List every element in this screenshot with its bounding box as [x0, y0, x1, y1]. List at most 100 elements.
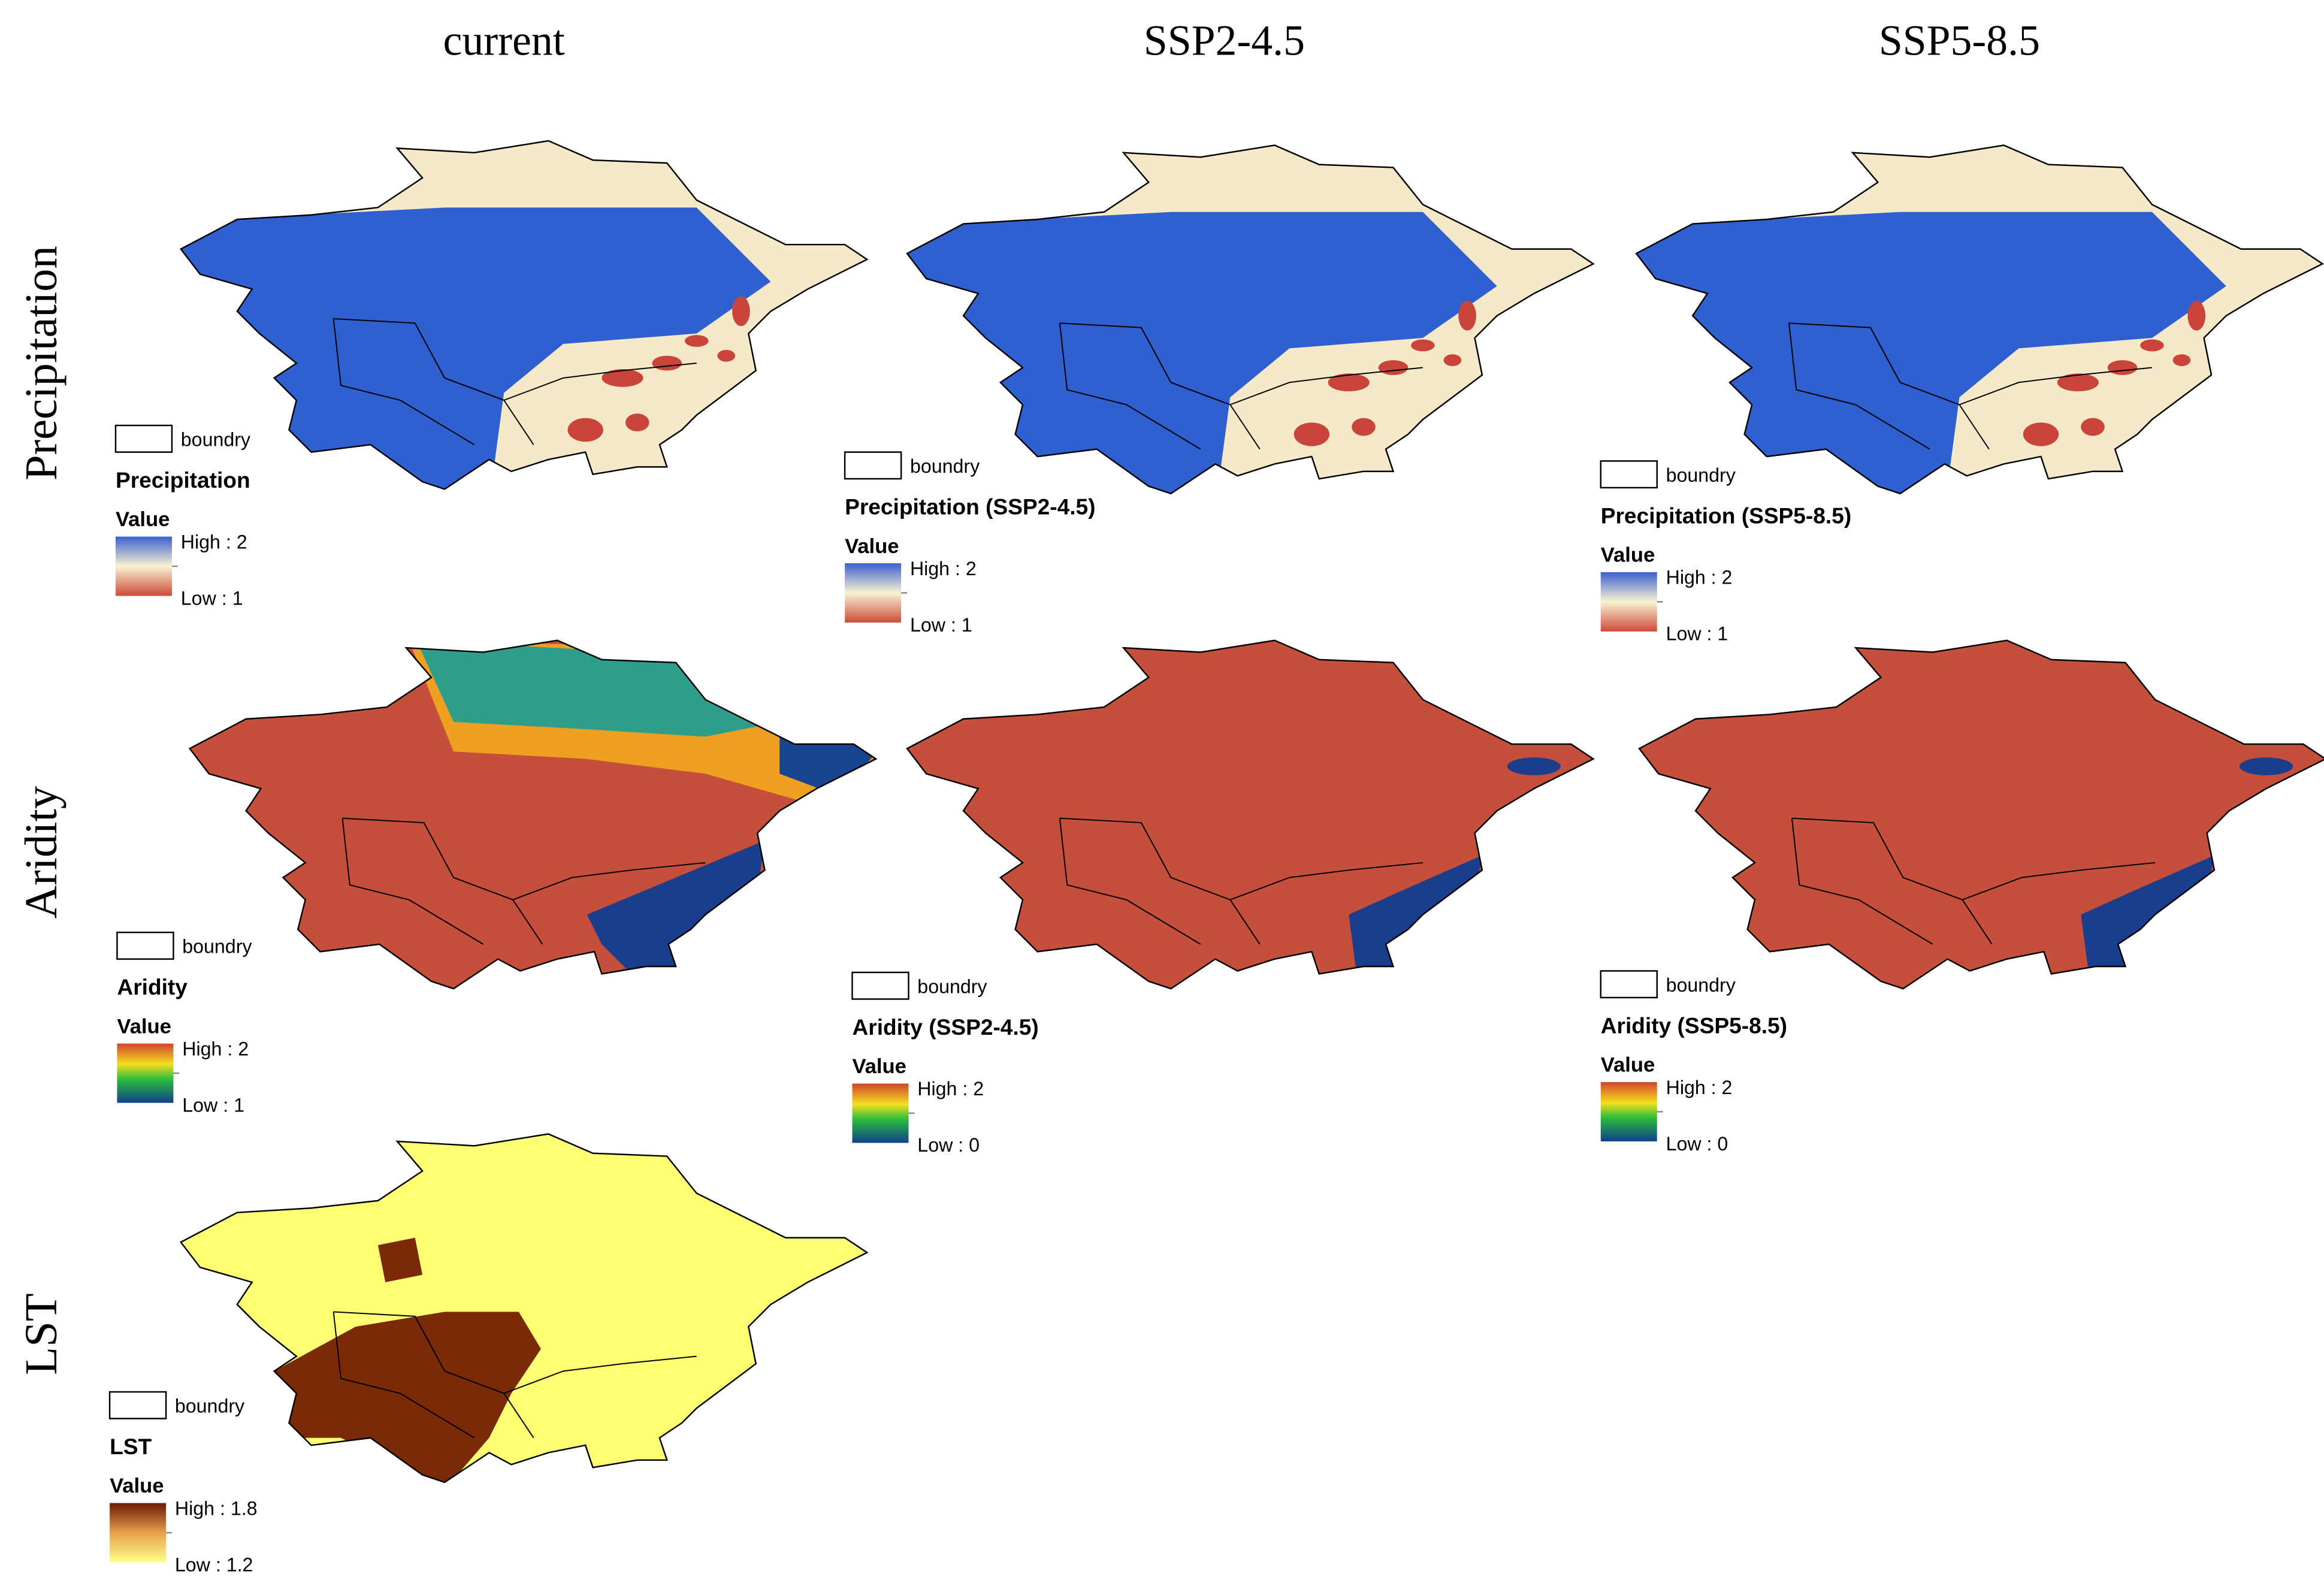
legend: boundry Aridity (SSP2-4.5) Value High : 2 Lo… [851, 971, 1039, 1156]
legend: boundry Precipitation (SSP5-8.5) Value High… [1600, 460, 1851, 645]
high-label: High : 2 [910, 558, 977, 579]
dry-patch [567, 418, 603, 442]
color-ramp [115, 536, 172, 596]
column-header: current [443, 17, 565, 65]
legend-title: LST [110, 1434, 152, 1459]
legend-label: boundry [1666, 974, 1736, 996]
color-ramp [845, 563, 902, 623]
low-label: Low : 0 [917, 1134, 980, 1156]
legend-title: Aridity [117, 974, 188, 999]
legend-swatch [844, 451, 902, 480]
dry-patch [1443, 354, 1462, 367]
high-label: High : 2 [1666, 1077, 1733, 1098]
value-heading: Value [116, 508, 170, 531]
color-ramp [117, 1043, 174, 1103]
internal-boundary [342, 817, 706, 945]
dry-patch [732, 296, 750, 327]
high-label: High : 2 [182, 1038, 249, 1059]
legend-label: boundry [1666, 464, 1736, 486]
legend-title: Aridity (SSP2-4.5) [852, 1014, 1038, 1040]
column-header: SSP2-4.5 [1144, 17, 1305, 65]
dry-patch [1411, 339, 1435, 352]
internal-boundary [1059, 817, 1423, 945]
humid-patch [1507, 757, 1561, 775]
humid-patch [2239, 757, 2293, 775]
legend-swatch [1600, 970, 1658, 999]
map-base [906, 640, 1594, 989]
legend-title: Precipitation (SSP2-4.5) [845, 494, 1095, 519]
map [906, 639, 1594, 990]
value-heading: Value [1601, 544, 1655, 567]
legend-label: boundry [917, 976, 987, 998]
legend-title: Precipitation [116, 467, 250, 493]
legend: boundry Precipitation (SSP2-4.5) Value High… [844, 451, 1096, 636]
dry-patch [602, 369, 643, 387]
legend: boundry Aridity (SSP5-8.5) Value High : 2 Lo… [1600, 970, 1787, 1155]
dry-patch [1352, 418, 1376, 436]
legend-swatch [114, 424, 173, 453]
dry-patch [2140, 339, 2164, 352]
dry-patch [717, 349, 736, 362]
legend-title: Precipitation (SSP5-8.5) [1601, 503, 1851, 528]
dry-patch [684, 335, 709, 347]
wet-region [1636, 212, 2226, 494]
low-label: Low : 1 [181, 587, 243, 609]
low-label: Low : 1 [182, 1094, 244, 1116]
high-label: High : 2 [1666, 567, 1733, 588]
internal-boundary [333, 1311, 697, 1439]
map-fill [180, 141, 868, 490]
dry-patch [1458, 301, 1476, 331]
map [1635, 144, 2323, 495]
internal-boundary [1059, 322, 1423, 450]
value-heading: Value [852, 1055, 906, 1078]
color-ramp [1600, 1082, 1657, 1141]
legend-label: boundry [175, 1395, 245, 1417]
dry-patch [2107, 360, 2138, 375]
map-fill [906, 640, 1594, 989]
value-heading: Value [110, 1475, 164, 1497]
legend-swatch [851, 971, 909, 1000]
column-header: SSP5-8.5 [1879, 17, 2040, 65]
map-base [1639, 640, 2324, 989]
legend-swatch [1600, 460, 1658, 489]
value-heading: Value [845, 535, 899, 558]
map-fill [189, 640, 877, 989]
low-label: Low : 1 [910, 614, 972, 636]
dry-patch [2081, 418, 2105, 436]
map-fill [906, 145, 1594, 494]
value-heading: Value [1601, 1054, 1655, 1077]
legend-swatch [108, 1391, 167, 1419]
low-label: Low : 1.2 [175, 1554, 253, 1575]
map [189, 639, 877, 990]
color-ramp [110, 1503, 167, 1563]
dry-patch [1378, 360, 1409, 375]
row-label: Aridity [16, 786, 67, 919]
internal-boundary [1791, 817, 2156, 945]
row-label: Precipitation [16, 246, 67, 481]
map-fill [180, 1134, 868, 1482]
legend-label: boundry [181, 429, 251, 451]
map-base [180, 1134, 868, 1482]
value-heading: Value [117, 1015, 171, 1038]
dry-patch [2187, 301, 2206, 331]
high-label: High : 2 [181, 531, 247, 552]
dry-patch [1294, 422, 1330, 446]
color-ramp [852, 1083, 909, 1143]
humid-core [416, 640, 780, 737]
legend-label: boundry [182, 936, 252, 957]
legend-swatch [116, 931, 174, 960]
dry-patch [652, 355, 682, 371]
dry-patch [2172, 354, 2191, 367]
wet-region [906, 212, 1497, 494]
dry-patch [625, 413, 649, 431]
dry-patch [1328, 373, 1370, 392]
map-fill [1636, 145, 2323, 494]
hot-region [377, 1237, 423, 1282]
internal-boundary [333, 318, 697, 446]
row-label: LST [16, 1293, 67, 1375]
color-ramp [1600, 572, 1657, 632]
map-fill [1639, 640, 2324, 989]
map [180, 140, 868, 490]
legend: boundry Aridity Value High : 2 Low : 1 [116, 931, 252, 1116]
